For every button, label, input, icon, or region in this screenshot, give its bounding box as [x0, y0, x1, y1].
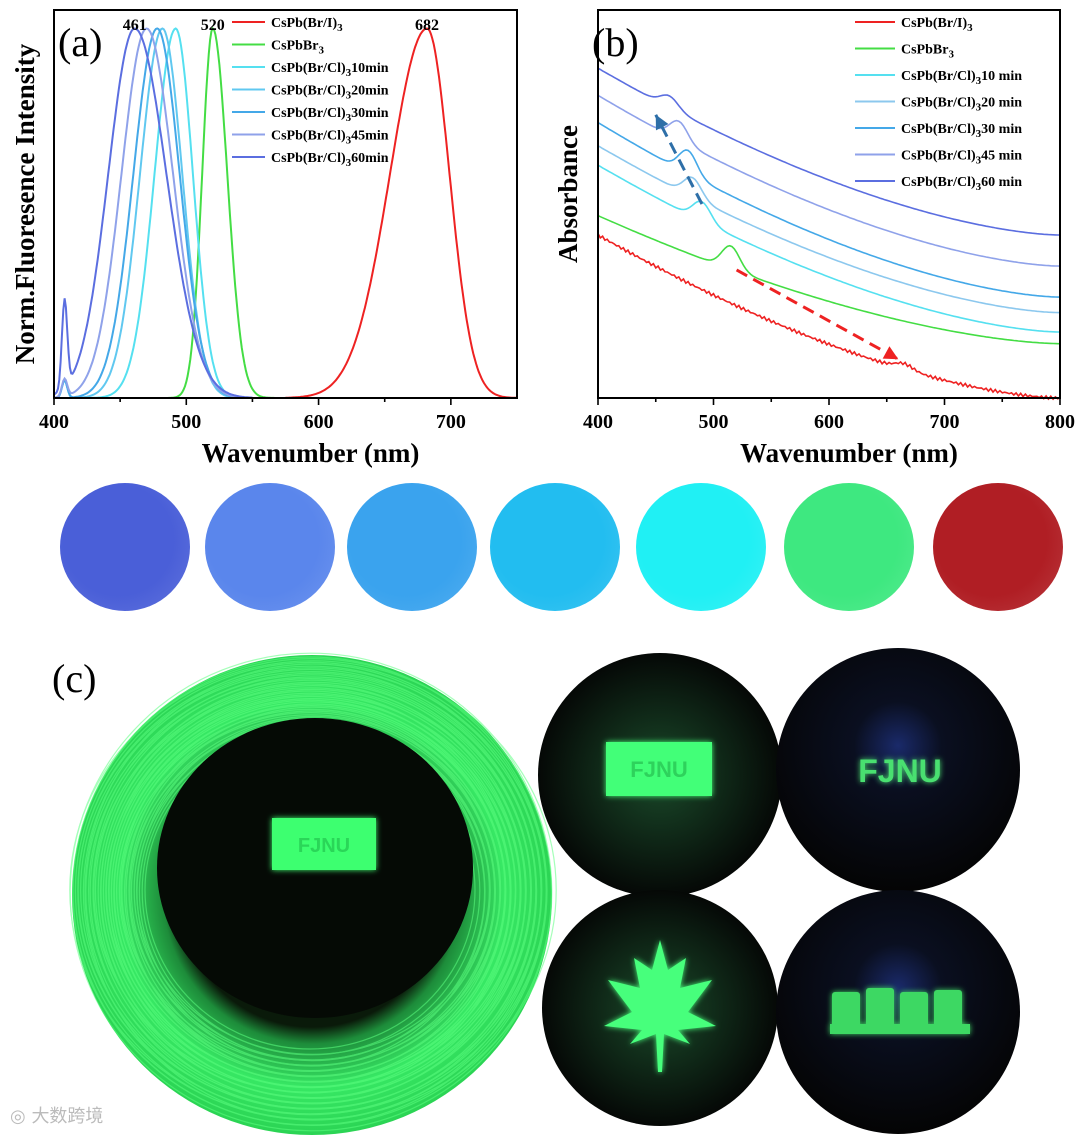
- coil-strand: [69, 652, 553, 1132]
- watermark-icon: ◎: [10, 1106, 32, 1127]
- x-axis-title-a: Wavenumber (nm): [202, 438, 420, 468]
- character-blocks: [830, 988, 970, 1034]
- legend-label: CsPb(Br/Cl)310min: [271, 61, 389, 79]
- photos-panel: (c) FJNU FJNU FJNU: [52, 648, 1020, 1135]
- chart-b: 400 500 600 700 800 Wavenumber (nm) Absorbance…: [553, 9, 1075, 468]
- coil-strand: [118, 708, 502, 1072]
- x-tick-label-a: 700: [436, 411, 466, 433]
- peak-label-a: 461: [123, 17, 147, 34]
- series-line-a-6: [53, 27, 253, 399]
- series-line-b-6: [597, 67, 1060, 236]
- y-axis-title-b: Absorbance: [553, 125, 583, 263]
- x-tick-label-b: 400: [583, 411, 613, 433]
- legend-label: CsPb(Br/Cl)360 min: [901, 175, 1022, 193]
- plot-frame-a: [53, 9, 518, 399]
- photo-plate: FJNU: [538, 653, 782, 897]
- legend-label: CsPb(Br/Cl)320min: [271, 84, 389, 102]
- series-line-b-4: [597, 121, 1060, 298]
- peak-label-a: 682: [415, 17, 439, 34]
- color-swatch: [347, 483, 477, 611]
- legend-label: CsPbBr3: [271, 39, 324, 57]
- trend-arrowhead-b-0: [655, 114, 669, 131]
- x-tick-label-b: 800: [1045, 411, 1075, 433]
- legend-label: CsPb(Br/Cl)330min: [271, 106, 389, 124]
- coil-strand: [105, 692, 517, 1088]
- coil-strand: [72, 656, 548, 1126]
- filament-coil-photo: FJNU: [69, 652, 557, 1135]
- trend-arrow-b-0: [654, 114, 704, 205]
- series-line-b-1: [597, 214, 1060, 345]
- coil-strand: [120, 703, 506, 1077]
- photo-leaf: [542, 890, 778, 1126]
- x-tick-label-b: 600: [814, 411, 844, 433]
- legend-label: CsPb(Br/Cl)330 min: [901, 122, 1022, 140]
- legend-label: CsPb(Br/Cl)360min: [271, 151, 389, 169]
- fjnu-plate-text: FJNU: [298, 835, 350, 857]
- color-swatch: [636, 483, 766, 611]
- photo-letters: FJNU: [776, 648, 1020, 892]
- x-tick-label-a: 600: [304, 411, 334, 433]
- color-swatch: [933, 483, 1063, 611]
- series-line-b-2: [597, 164, 1060, 333]
- color-swatch: [60, 483, 190, 611]
- panel-label-b: (b): [592, 20, 639, 65]
- x-tick-label-a: 400: [39, 411, 69, 433]
- x-axis-title-b: Wavenumber (nm): [740, 438, 958, 468]
- legend-label: CsPb(Br/I)3: [901, 16, 973, 34]
- color-swatch: [490, 483, 620, 611]
- legend-label: CsPb(Br/I)3: [271, 16, 343, 34]
- peak-label-a: 520: [201, 17, 225, 34]
- chart-a: 400 500 600 700 Wavenumber (nm) Norm.Fluorese…: [10, 9, 518, 468]
- watermark: ◎ 大数跨境: [10, 1102, 103, 1128]
- legend-label: CsPb(Br/Cl)345 min: [901, 149, 1022, 167]
- series-line-a-5: [53, 27, 253, 399]
- panel-label-c: (c): [52, 656, 96, 701]
- series-line-b-0: [597, 233, 1061, 401]
- legend-label: CsPb(Br/Cl)345min: [271, 129, 389, 147]
- color-swatch: [205, 483, 335, 611]
- fjnu-plate: [272, 818, 376, 870]
- series-line-b-5: [597, 94, 1061, 267]
- x-tick-label-b: 700: [930, 411, 960, 433]
- legend-label: CsPb(Br/Cl)310 min: [901, 69, 1022, 87]
- series-line-a-3: [54, 27, 253, 399]
- coil-strand: [92, 676, 532, 1104]
- series-line-b-3: [597, 145, 1060, 314]
- photo-letters-text: FJNU: [858, 753, 942, 789]
- legend-label: CsPb(Br/Cl)320 min: [901, 96, 1022, 114]
- leaf-icon: [604, 940, 716, 1072]
- photo-characters: [776, 890, 1020, 1134]
- coil-strand: [77, 665, 543, 1115]
- photo-plate-text: FJNU: [630, 757, 687, 782]
- x-tick-label-a: 500: [171, 411, 201, 433]
- series-line-a-0: [285, 27, 518, 399]
- y-axis-title-a: Norm.Fluoresence Intensity: [10, 43, 40, 364]
- color-swatch: [784, 483, 914, 611]
- x-tick-label-b: 500: [699, 411, 729, 433]
- watermark-text: 大数跨境: [31, 1106, 104, 1127]
- trend-arrowhead-b-1: [882, 346, 899, 360]
- panel-label-a: (a): [58, 20, 102, 65]
- trend-arrow-b-1: [735, 268, 900, 361]
- legend-label: CsPbBr3: [901, 43, 954, 61]
